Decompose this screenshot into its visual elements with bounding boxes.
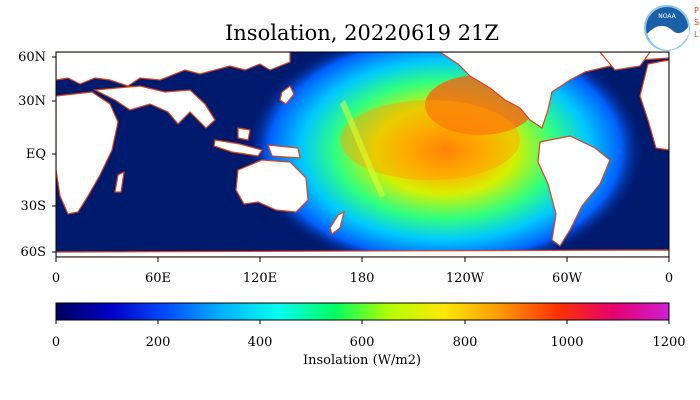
new-guinea-land [267, 144, 301, 159]
colorbar-tick-200: 200 [146, 335, 171, 350]
colorbar-tick-600: 600 [350, 335, 375, 350]
japan-land [279, 85, 295, 105]
europe-africa-wrap-land [639, 59, 669, 151]
psl-letter-l: L [694, 30, 699, 39]
colorbar-tick-400: 400 [248, 335, 273, 350]
latitude-axis: 60N 30N EQ 30S 60S [18, 50, 56, 260]
lat-label-30s: 30S [21, 199, 46, 214]
colorbar: 0 200 400 600 800 1000 1200 Insolation (… [52, 302, 686, 368]
lat-label-60s: 60S [21, 245, 46, 260]
colorbar-label: Insolation (W/m2) [303, 353, 421, 368]
map-panel: 60N 30N EQ 30S 60S 0 60E 120E 180 120W 6… [18, 50, 673, 286]
lon-label-60e: 60E [145, 271, 171, 286]
psl-letter-p: P [694, 6, 699, 15]
colorbar-ticks: 0 200 400 600 800 1000 1200 [52, 320, 686, 350]
lon-label-0-right: 0 [665, 271, 673, 286]
noaa-psl-logo: NOAA P S L [644, 5, 699, 51]
colorbar-tick-1000: 1000 [550, 335, 583, 350]
lat-label-eq: EQ [26, 147, 46, 162]
colorbar-tick-0: 0 [52, 335, 60, 350]
high-insolation-region [340, 100, 520, 180]
new-zealand-land [329, 210, 345, 235]
lon-label-120w: 120W [446, 271, 485, 286]
lat-label-60n: 60N [18, 50, 46, 65]
noaa-text: NOAA [658, 13, 676, 20]
lon-label-120e: 120E [243, 271, 277, 286]
colorbar-gradient [55, 302, 670, 321]
eurasia-land [56, 52, 291, 87]
borneo-land [237, 127, 251, 141]
longitude-axis: 0 60E 120E 180 120W 60W 0 [52, 257, 673, 286]
south-america-land [537, 135, 611, 247]
cloud-band [340, 100, 385, 198]
colorbar-tick-800: 800 [453, 335, 478, 350]
lon-label-60w: 60W [552, 271, 583, 286]
lon-label-180: 180 [350, 271, 375, 286]
colorbar-tick-1200: 1200 [652, 335, 685, 350]
antarctica-land [56, 249, 669, 257]
north-america-land [438, 52, 669, 129]
lon-label-0-left: 0 [52, 271, 60, 286]
psl-letter-s: S [694, 18, 699, 27]
madagascar-land [114, 170, 125, 193]
indonesia-land [213, 139, 263, 157]
australia-land [235, 159, 309, 213]
continents [56, 52, 669, 257]
south-asia-land [92, 85, 216, 129]
map-title: Insolation, 20220619 21Z [225, 21, 499, 45]
africa-land [56, 91, 119, 215]
greenland-land [599, 52, 651, 71]
lat-label-30n: 30N [18, 94, 46, 109]
